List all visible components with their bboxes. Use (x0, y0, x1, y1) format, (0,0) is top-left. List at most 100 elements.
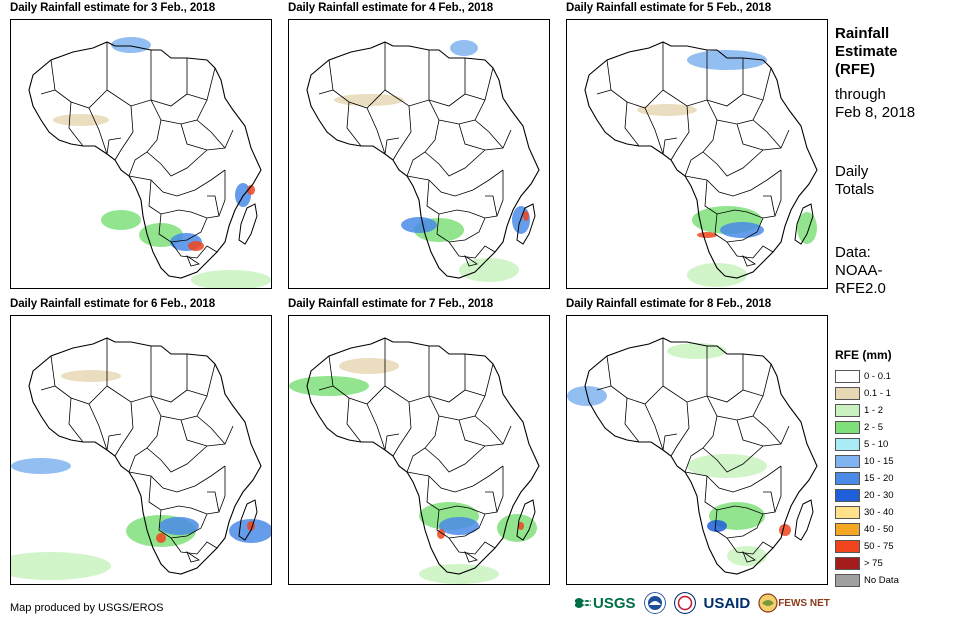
rainfall-field (637, 50, 817, 287)
legend-swatch (835, 404, 860, 417)
rainfall-patch (101, 210, 141, 230)
rainfall-patch (687, 50, 767, 70)
noaa-seal-icon (643, 592, 666, 614)
data-line: NOAA- (835, 262, 883, 279)
rainfall-patch (707, 520, 727, 532)
rainfall-patch (518, 522, 524, 530)
legend-swatch (835, 557, 860, 570)
rainfall-map-panel: Daily Rainfall estimate for 4 Feb., 2018 (288, 2, 550, 289)
rainfall-patch (687, 263, 747, 287)
rainfall-patch (779, 524, 791, 536)
through-date: Feb 8, 2018 (835, 104, 916, 121)
legend-label: 20 - 30 (864, 490, 894, 501)
logo-bar: USGS USAID FEWS NET (575, 592, 830, 614)
legend-item: 20 - 30 (835, 487, 899, 504)
country-borders (318, 42, 512, 267)
legend-label: 50 - 75 (864, 541, 894, 552)
rainfall-map-panel: Daily Rainfall estimate for 5 Feb., 2018 (566, 2, 828, 289)
rainfall-patch (111, 37, 151, 53)
panel-title: Daily Rainfall estimate for 5 Feb., 2018 (566, 2, 771, 14)
legend-swatch (835, 421, 860, 434)
legend-swatch (835, 472, 860, 485)
legend-swatch (835, 455, 860, 468)
data-line: RFE2.0 (835, 280, 886, 297)
side-data-source: Data: NOAA- RFE2.0 (835, 244, 886, 298)
legend-item: 5 - 10 (835, 436, 899, 453)
rainfall-patch (459, 258, 519, 282)
rainfall-patch (637, 104, 697, 116)
country-borders (40, 338, 234, 563)
map-credit: Map produced by USGS/EROS (10, 602, 164, 614)
fews-logo-text: FEWS NET (778, 597, 830, 609)
legend-item: 10 - 15 (835, 453, 899, 470)
legend-swatch (835, 574, 860, 587)
totals-line: Totals (835, 181, 875, 198)
continent-outline (28, 337, 262, 575)
rainfall-patch (339, 358, 399, 374)
rainfall-patch (450, 40, 478, 56)
legend-swatch (835, 523, 860, 536)
usaid-logo-text: USAID (703, 594, 751, 612)
legend-swatch (835, 489, 860, 502)
legend-item: 1 - 2 (835, 402, 899, 419)
side-title-line: Rainfall (835, 25, 890, 42)
legend-item: 0 - 0.1 (835, 368, 899, 385)
legend-swatch (835, 506, 860, 519)
usaid-seal-icon (673, 592, 696, 614)
side-through: through Feb 8, 2018 (835, 86, 915, 122)
legend-label: 30 - 40 (864, 507, 894, 518)
map-frame (288, 19, 550, 289)
rainfall-patch (159, 517, 199, 535)
country-borders (318, 338, 512, 563)
panel-title: Daily Rainfall estimate for 4 Feb., 2018 (288, 2, 493, 14)
country-borders (40, 42, 234, 267)
usgs-logo: USGS (575, 595, 636, 612)
rainfall-field (11, 370, 271, 580)
madagascar-outline (238, 499, 258, 541)
map-frame (10, 19, 272, 289)
continent-outline (584, 41, 818, 279)
rainfall-field (289, 358, 537, 584)
africa-map (28, 37, 271, 288)
legend-label: > 75 (864, 558, 883, 569)
usgs-logo-text: USGS (593, 594, 636, 612)
africa-map (11, 337, 271, 580)
africa-map (306, 40, 540, 282)
rainfall-patch (11, 458, 71, 474)
legend-item: No Data (835, 572, 899, 589)
legend-item: 15 - 20 (835, 470, 899, 487)
legend-item: 40 - 50 (835, 521, 899, 538)
legend-label: 2 - 5 (864, 422, 884, 433)
africa-map (584, 41, 818, 287)
madagascar-outline (516, 203, 536, 245)
africa-map (289, 337, 540, 584)
continent-outline (28, 41, 262, 279)
rainfall-patch (191, 270, 271, 288)
legend-label: 15 - 20 (864, 473, 894, 484)
rainfall-map-panel: Daily Rainfall estimate for 6 Feb., 2018 (10, 298, 272, 585)
legend-label: 0 - 0.1 (864, 371, 891, 382)
panel-title: Daily Rainfall estimate for 6 Feb., 2018 (10, 298, 215, 310)
legend-label: 40 - 50 (864, 524, 894, 535)
fews-logo: FEWS NET (758, 593, 830, 613)
country-borders (596, 338, 790, 563)
continent-outline (584, 337, 818, 575)
rainfall-patch (727, 546, 767, 566)
legend-label: No Data (864, 575, 899, 586)
rainfall-patch (188, 241, 204, 251)
map-frame (566, 315, 828, 585)
legend-item: 0.1 - 1 (835, 385, 899, 402)
rainfall-patch (156, 533, 166, 543)
legend-swatch (835, 387, 860, 400)
rainfall-field (567, 343, 791, 566)
side-title-line: (RFE) (835, 61, 875, 78)
continent-outline (306, 337, 540, 575)
rainfall-patch (401, 217, 437, 233)
rainfall-patch (61, 370, 121, 382)
rainfall-patch (53, 114, 109, 126)
legend-label: 10 - 15 (864, 456, 894, 467)
rainfall-map-panel: Daily Rainfall estimate for 7 Feb., 2018 (288, 298, 550, 585)
usgs-wave-icon (575, 598, 591, 608)
rfe-legend: RFE (mm) 0 - 0.1 0.1 - 1 1 - 2 2 - 5 5 - 10 1… (835, 348, 899, 589)
madagascar-outline (238, 203, 258, 245)
